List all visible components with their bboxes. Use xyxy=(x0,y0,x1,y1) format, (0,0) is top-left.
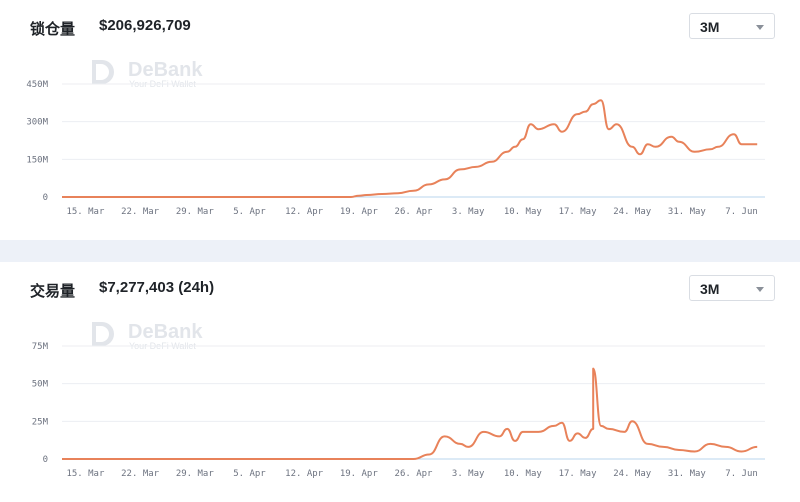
volume-value: $7,277,403 (24h) xyxy=(99,279,215,296)
x-tick-label: 22. Mar xyxy=(121,469,160,479)
y-tick-label: 450M xyxy=(26,80,48,90)
x-tick-label: 7. Jun xyxy=(725,469,758,479)
y-tick-label: 0 xyxy=(43,455,48,465)
x-tick-label: 19. Apr xyxy=(340,469,379,479)
tvl-range-select[interactable]: 3M xyxy=(689,13,775,39)
tvl-value: $206,926,709 xyxy=(99,17,191,34)
x-tick-label: 22. Mar xyxy=(121,207,160,217)
x-tick-label: 17. May xyxy=(559,207,598,217)
volume-range-value: 3M xyxy=(700,281,720,297)
x-tick-label: 26. Apr xyxy=(395,207,434,217)
watermark-name: DeBank xyxy=(128,321,203,343)
tvl-panel: 锁仓量 $206,926,709 3M DeBank Your DeFi Wall… xyxy=(0,0,800,240)
debank-logo-icon xyxy=(92,322,114,346)
x-tick-label: 29. Mar xyxy=(176,469,215,479)
watermark-name: DeBank xyxy=(128,59,203,81)
x-tick-label: 3. May xyxy=(452,469,485,479)
x-tick-label: 15. Mar xyxy=(66,207,105,217)
y-tick-label: 25M xyxy=(32,417,49,427)
x-tick-label: 10. May xyxy=(504,469,543,479)
x-tick-label: 24. May xyxy=(613,207,652,217)
chevron-down-icon xyxy=(756,287,764,292)
x-tick-label: 26. Apr xyxy=(395,469,434,479)
volume-series-line xyxy=(61,367,758,460)
tvl-series-line xyxy=(61,99,758,199)
debank-logo-icon xyxy=(92,60,114,84)
x-tick-label: 5. Apr xyxy=(233,207,266,217)
chevron-down-icon xyxy=(756,25,764,30)
x-tick-label: 17. May xyxy=(559,469,598,479)
volume-header: 交易量 $7,277,403 (24h) 3M xyxy=(0,262,800,318)
volume-panel: 交易量 $7,277,403 (24h) 3M DeBank Your DeFi … xyxy=(0,262,800,502)
x-tick-label: 19. Apr xyxy=(340,207,379,217)
y-tick-label: 150M xyxy=(26,155,48,165)
x-tick-label: 15. Mar xyxy=(66,469,105,479)
section-separator xyxy=(0,240,800,262)
x-tick-label: 5. Apr xyxy=(233,469,266,479)
x-tick-label: 31. May xyxy=(668,469,707,479)
tvl-header: 锁仓量 $206,926,709 3M xyxy=(0,0,800,56)
y-tick-label: 50M xyxy=(32,380,49,390)
tvl-label: 锁仓量 xyxy=(30,21,76,38)
x-tick-label: 31. May xyxy=(668,207,707,217)
x-tick-label: 10. May xyxy=(504,207,543,217)
x-tick-label: 7. Jun xyxy=(725,207,758,217)
y-tick-label: 0 xyxy=(43,193,48,203)
x-tick-label: 12. Apr xyxy=(285,469,324,479)
volume-label: 交易量 xyxy=(30,283,76,300)
volume-range-select[interactable]: 3M xyxy=(689,275,775,301)
x-tick-label: 3. May xyxy=(452,207,485,217)
x-tick-label: 24. May xyxy=(613,469,652,479)
x-tick-label: 12. Apr xyxy=(285,207,324,217)
y-tick-label: 300M xyxy=(26,118,48,128)
tvl-range-value: 3M xyxy=(700,19,720,35)
y-tick-label: 75M xyxy=(32,342,49,352)
x-tick-label: 29. Mar xyxy=(176,207,215,217)
